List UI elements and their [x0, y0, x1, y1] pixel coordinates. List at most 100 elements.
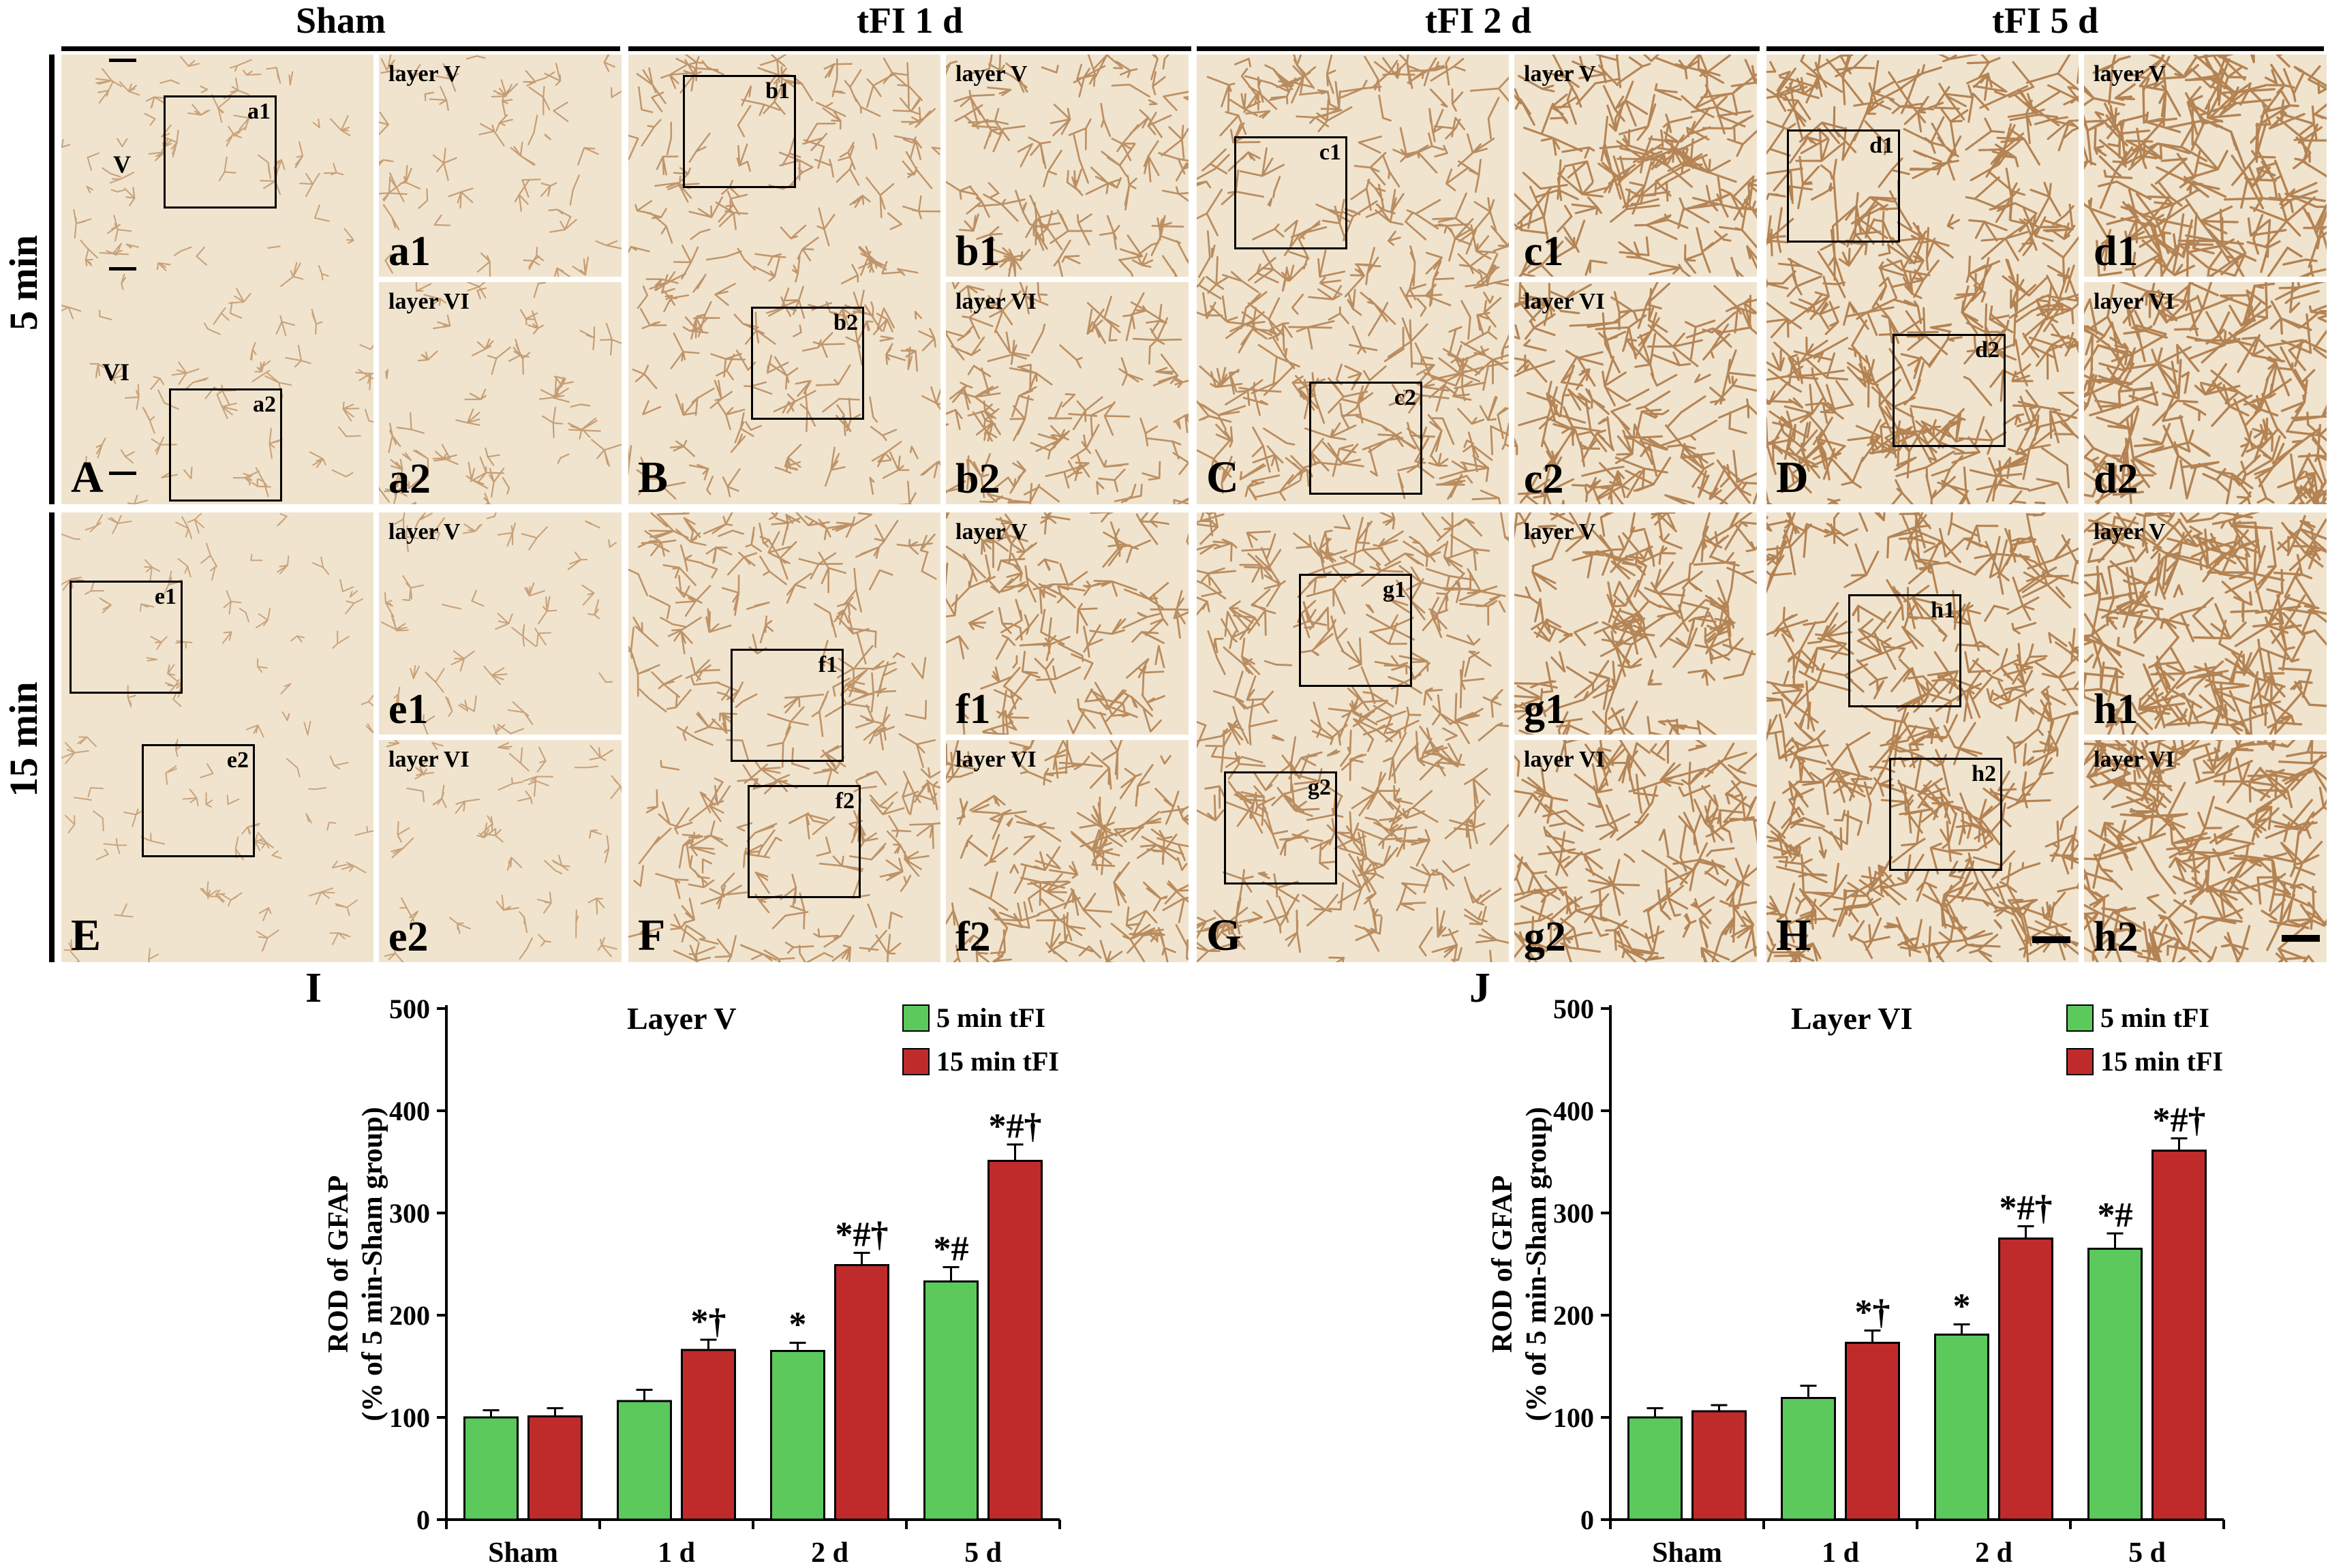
bar — [463, 1416, 519, 1521]
legend-swatch — [902, 1004, 930, 1032]
inset-panel: layer VI d2 — [2084, 282, 2327, 504]
inset-label: c2 — [1524, 456, 1564, 502]
inset-panel: layer V a1 — [379, 55, 622, 277]
inset-box-label: h1 — [1931, 598, 1955, 623]
inset-box-label: c1 — [1319, 140, 1341, 165]
inset-layer-title: layer V — [1524, 61, 1596, 87]
bar-chart-layer-v: I Layer V ROD of GFAP (% of 5 min-Sham grou… — [305, 968, 1061, 1568]
inset-panel: layer V g1 — [1514, 512, 1757, 735]
bar — [1781, 1397, 1836, 1521]
inset-box-label: b1 — [765, 78, 790, 104]
inset-box-label: f1 — [818, 652, 838, 677]
inset-label: a2 — [388, 456, 431, 502]
inset-box-label: a2 — [253, 392, 276, 417]
inset-layer-title: layer VI — [955, 289, 1037, 314]
y-tick-label: 200 — [389, 1300, 430, 1331]
inset-box-label: a1 — [247, 99, 271, 124]
legend-swatch — [902, 1048, 930, 1075]
inset-outline-box: c2 — [1309, 382, 1422, 495]
x-tick-label: 2 d — [811, 1537, 848, 1568]
panel-label: B — [638, 452, 669, 502]
inset-outline-box: b1 — [683, 75, 796, 188]
chart-title: Layer V — [627, 1001, 737, 1036]
y-tick-label: 300 — [389, 1198, 430, 1229]
inset-outline-box: a1 — [164, 95, 277, 209]
inset-outline-box: h1 — [1848, 594, 1961, 707]
bar — [2151, 1150, 2207, 1521]
y-tick-label: 500 — [389, 994, 430, 1024]
column-header-tfi-5d: tFI 5 d — [1991, 0, 2098, 41]
y-axis-sublabel: (% of 5 min-Sham group) — [1521, 1107, 1552, 1421]
row-rule-5min — [49, 55, 55, 504]
inset-box-label: b2 — [833, 310, 858, 335]
inset-panel: layer VI h2 — [2084, 740, 2327, 962]
inset-outline-box: f2 — [748, 785, 861, 898]
bar — [1691, 1410, 1747, 1521]
inset-label: d2 — [2094, 456, 2139, 502]
row-header-15min: 15 min — [1, 681, 46, 797]
panel-label: D — [1776, 452, 1809, 502]
inset-panel: layer VI b2 — [946, 282, 1189, 504]
inset-layer-title: layer V — [2094, 61, 2166, 87]
inset-label: d1 — [2094, 228, 2139, 275]
panel-label: E — [71, 910, 102, 960]
x-tick-label: Sham — [488, 1537, 558, 1568]
column-header-tfi-2d: tFI 2 d — [1424, 0, 1531, 41]
bar — [987, 1160, 1043, 1521]
cortical-layer-label: V — [113, 151, 131, 178]
inset-label: h2 — [2094, 914, 2139, 960]
inset-layer-title: layer V — [2094, 519, 2166, 544]
inset-label: h1 — [2094, 686, 2139, 733]
significance-marker: *# — [934, 1230, 969, 1269]
column-rule-tfi-1d — [628, 46, 1191, 51]
column-rule-sham — [61, 46, 620, 51]
inset-outline-box: e2 — [142, 744, 255, 857]
bar — [1998, 1238, 2053, 1521]
inset-layer-title: layer V — [1524, 519, 1596, 544]
bar — [527, 1415, 583, 1521]
bar — [1934, 1334, 1989, 1521]
bar-chart-layer-vi: J Layer VI ROD of GFAP (% of 5 min-Sham gro… — [1469, 968, 2225, 1568]
inset-panel: layer V c1 — [1514, 55, 1757, 277]
panel-label: C — [1206, 452, 1239, 502]
cortical-layer-label: VI — [102, 358, 130, 386]
row-header-5min: 5 min — [1, 234, 46, 331]
inset-layer-title: layer V — [955, 61, 1028, 87]
column-header-sham: Sham — [295, 0, 386, 41]
significance-marker: *† — [691, 1302, 726, 1341]
inset-layer-title: layer VI — [388, 289, 470, 314]
inset-label: c1 — [1524, 228, 1564, 275]
inset-panel: layer V b1 — [946, 55, 1189, 277]
inset-label: f2 — [955, 914, 991, 960]
inset-box-label: c2 — [1394, 385, 1416, 410]
inset-layer-title: layer VI — [2094, 747, 2175, 772]
inset-box-label: e1 — [154, 584, 177, 609]
legend-swatch — [2066, 1048, 2094, 1075]
bar — [1627, 1416, 1683, 1521]
column-header-tfi-1d: tFI 1 d — [856, 0, 963, 41]
panel-label: F — [638, 910, 666, 960]
inset-layer-title: layer V — [388, 519, 461, 544]
y-tick-label: 100 — [389, 1402, 430, 1433]
inset-outline-box: g1 — [1299, 574, 1412, 687]
significance-marker: * — [789, 1306, 807, 1344]
column-rule-tfi-2d — [1197, 46, 1760, 51]
x-tick-label: 5 d — [964, 1537, 1002, 1568]
inset-box-label: h2 — [1972, 761, 1996, 786]
inset-box-label: g2 — [1308, 775, 1331, 800]
inset-panel: layer VI f2 — [946, 740, 1189, 962]
scale-bar — [2032, 936, 2070, 943]
layer-boundary-tick — [109, 472, 136, 475]
y-tick-label: 100 — [1553, 1402, 1594, 1433]
inset-panel: layer V f1 — [946, 512, 1189, 735]
inset-box-label: e2 — [226, 748, 249, 773]
inset-outline-box: h2 — [1889, 758, 2002, 871]
y-tick-label: 0 — [1580, 1505, 1594, 1535]
inset-outline-box: f1 — [731, 649, 844, 762]
inset-label: b1 — [955, 228, 1000, 275]
